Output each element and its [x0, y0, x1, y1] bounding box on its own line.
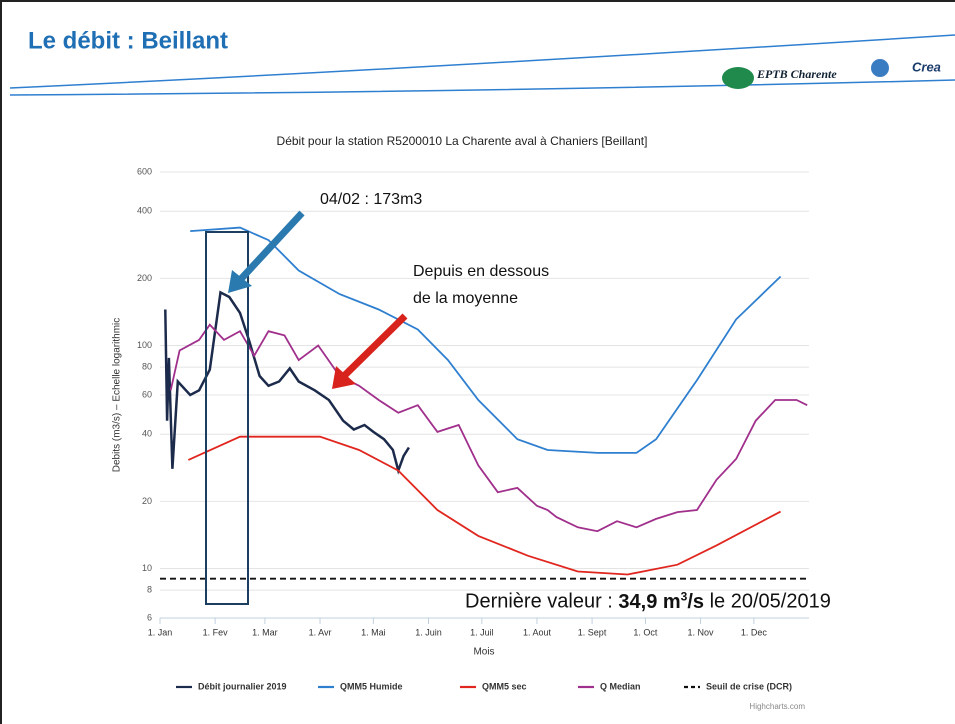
- arrow: [341, 313, 408, 379]
- annotation: de la moyenne: [413, 290, 518, 307]
- annotation: /s: [687, 590, 705, 613]
- x-tick-label: 1. Juin: [415, 627, 442, 637]
- y-tick-label: 40: [142, 429, 152, 439]
- x-tick-label: 1. Fev: [203, 627, 229, 637]
- legend-label: QMM5 sec: [482, 681, 527, 691]
- x-tick-label: 1. Sept: [578, 627, 607, 637]
- chart-title: Débit pour la station R5200010 La Charen…: [277, 134, 648, 148]
- y-tick-label: 200: [137, 273, 152, 283]
- last-value-annotation: Dernière valeur : 34,9 m3/s le 20/05/201…: [465, 589, 831, 614]
- series-line: [164, 290, 410, 475]
- annotation-value: 34,9 m3/s: [618, 589, 705, 613]
- logo-text: EPTB Charente: [756, 67, 837, 81]
- x-axis-label: Mois: [473, 647, 494, 658]
- x-tick-label: 1. Juil: [470, 627, 494, 637]
- arrow-head: [332, 366, 356, 389]
- logo-icon: [871, 59, 889, 77]
- y-tick-label: 10: [142, 563, 152, 573]
- annotation: Dernière valeur :: [465, 590, 613, 613]
- logo-icon: [722, 67, 754, 89]
- x-tick-label: 1. Nov: [688, 627, 715, 637]
- y-tick-label: 80: [142, 362, 152, 372]
- y-tick-label: 6: [147, 612, 152, 622]
- y-tick-label: 20: [142, 496, 152, 506]
- y-tick-label: 400: [137, 206, 152, 216]
- x-tick-label: 1. Jan: [148, 627, 173, 637]
- y-tick-label: 60: [142, 389, 152, 399]
- arrow-head: [228, 270, 252, 293]
- credit: Highcharts.com: [749, 702, 805, 711]
- y-tick-label: 600: [137, 166, 152, 176]
- annotation: Depuis en dessous: [413, 263, 549, 280]
- arrow: [237, 210, 305, 283]
- highlight-box: [205, 231, 249, 605]
- series-line: [188, 435, 782, 576]
- annotation: 3: [680, 589, 688, 603]
- legend: Débit journalier 2019 QMM5 Humide QMM5 sec…: [176, 681, 792, 691]
- series-line: [169, 323, 808, 533]
- annotation: 34,9 m: [618, 590, 681, 613]
- decor-line: [9, 34, 955, 89]
- x-tick-label: 1. Mar: [252, 627, 278, 637]
- x-tick-label: 1. Avr: [309, 627, 332, 637]
- legend-label: Seuil de crise (DCR): [706, 681, 792, 691]
- x-tick-label: 1. Dec: [741, 627, 768, 637]
- y-axis-label: Debits (m3/s) – Echelle logarithmic: [112, 318, 123, 473]
- x-tick-label: 1. Mai: [361, 627, 386, 637]
- slide-title: Le débit : Beillant: [28, 27, 228, 54]
- plot-area: 6 8 10 20 40 60 80 100 200 400 600 1. Jan 1. Fev 1. M…: [137, 166, 809, 637]
- legend-label: Débit journalier 2019: [198, 681, 287, 691]
- series-line: [190, 226, 782, 454]
- annotation: le 20/05/2019: [709, 590, 831, 613]
- annotation: 04/02 : 173m3: [320, 191, 422, 208]
- y-tick-label: 100: [137, 340, 152, 350]
- x-tick-label: 1. Oct: [633, 627, 658, 637]
- y-tick-label: 8: [147, 585, 152, 595]
- logo-text: Crea: [912, 59, 941, 74]
- legend-label: QMM5 Humide: [340, 681, 403, 691]
- decor-line: [9, 79, 955, 96]
- x-tick-label: 1. Aout: [523, 627, 552, 637]
- legend-label: Q Median: [600, 681, 641, 691]
